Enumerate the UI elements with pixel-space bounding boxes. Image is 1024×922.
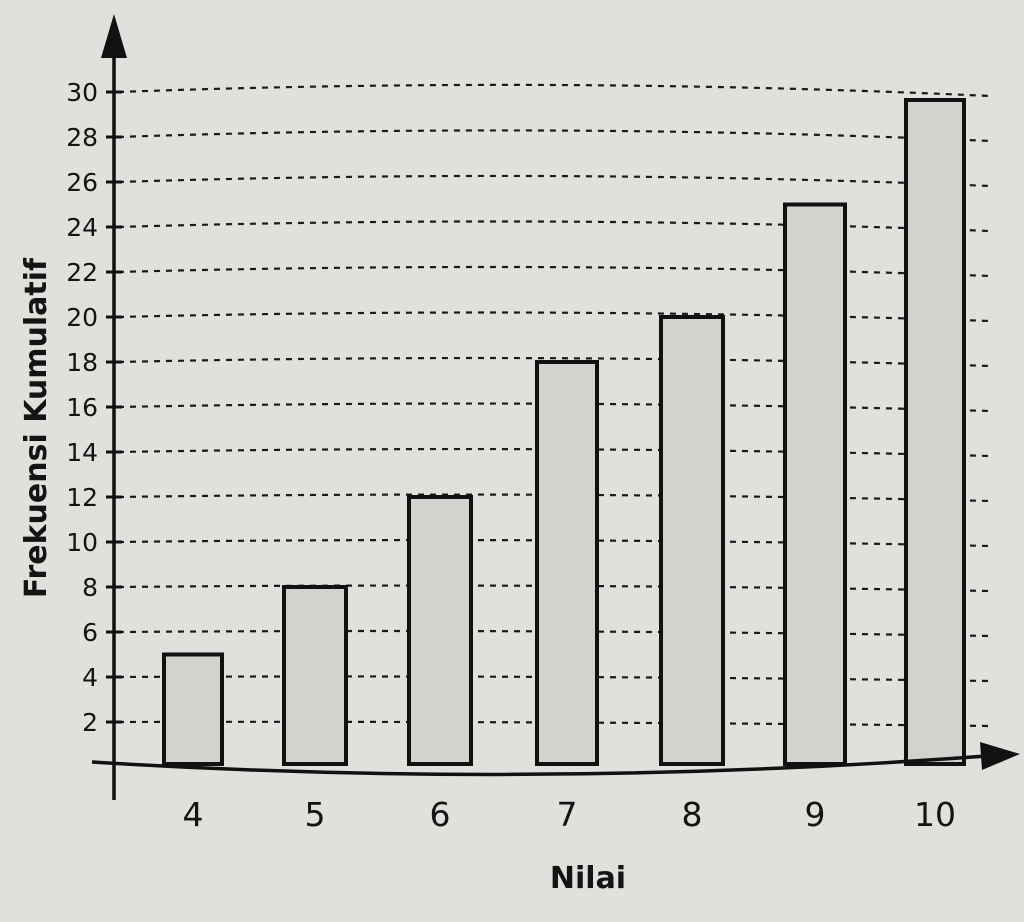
y-tick-label: 14 xyxy=(66,438,98,467)
gridline xyxy=(117,265,991,278)
y-tick-label: 28 xyxy=(66,123,98,152)
y-tick-label: 2 xyxy=(82,708,98,737)
y-tick-label: 18 xyxy=(66,348,98,377)
x-tick-label: 7 xyxy=(557,795,578,834)
x-tick-label: 6 xyxy=(430,795,451,834)
bar-6 xyxy=(407,495,473,766)
y-tick-label: 30 xyxy=(66,78,98,107)
x-tick-label: 8 xyxy=(682,795,703,834)
y-tick-label: 20 xyxy=(66,303,98,332)
bar-8 xyxy=(659,315,725,766)
bar-10 xyxy=(904,98,966,766)
x-tick-label: 10 xyxy=(914,795,956,834)
gridline xyxy=(117,174,991,188)
y-axis-arrow-icon xyxy=(101,14,127,58)
y-tick-label: 6 xyxy=(82,618,98,647)
x-tick-label: 9 xyxy=(805,795,826,834)
bar-9 xyxy=(783,202,847,766)
bars xyxy=(162,98,966,766)
bar-7 xyxy=(535,360,599,766)
y-tick-label: 4 xyxy=(82,663,98,692)
x-tick-labels: 4 5 6 7 8 9 10 xyxy=(183,795,957,834)
y-tick-label: 26 xyxy=(66,168,98,197)
y-axis-title: Frekuensi Kumulatif xyxy=(19,257,54,598)
y-tick-label: 16 xyxy=(66,393,98,422)
gridline xyxy=(117,220,991,233)
y-tick-label: 12 xyxy=(66,483,98,512)
x-tick-label: 4 xyxy=(183,795,204,834)
x-axis-arrow-icon xyxy=(980,742,1020,770)
x-axis-title: Nilai xyxy=(550,861,626,896)
y-tick-label: 22 xyxy=(66,258,98,287)
x-axis-line xyxy=(91,753,1001,777)
bar-5 xyxy=(282,585,348,766)
x-tick-label: 5 xyxy=(305,795,326,834)
gridline xyxy=(117,311,991,323)
y-tick-label: 8 xyxy=(82,573,98,602)
y-tick-label: 10 xyxy=(66,528,98,557)
gridline xyxy=(117,83,991,98)
y-tick-label: 24 xyxy=(66,213,98,242)
axes xyxy=(91,14,1020,800)
gridline xyxy=(117,356,991,368)
bar-4 xyxy=(162,652,224,766)
gridline xyxy=(117,129,991,143)
